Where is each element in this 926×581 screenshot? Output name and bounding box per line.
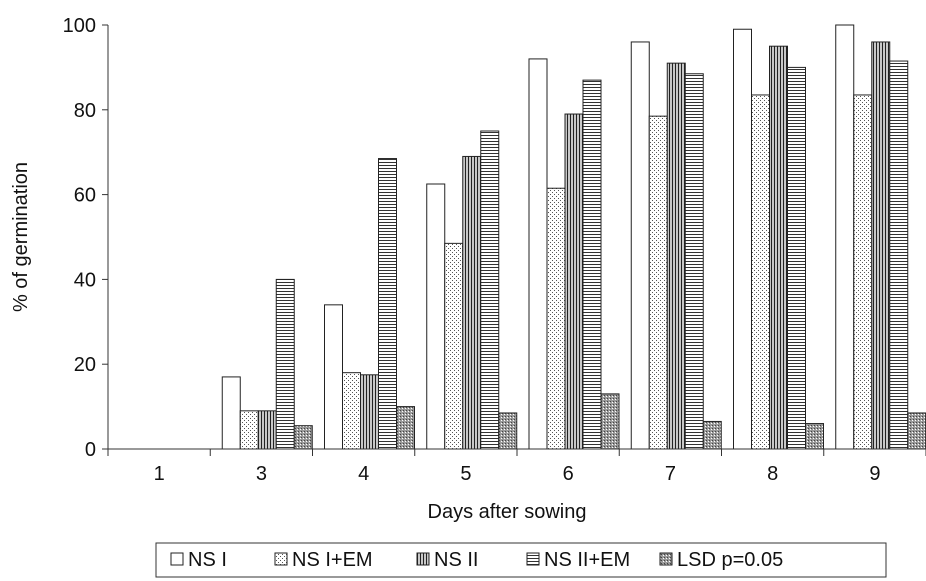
bar	[630, 41, 650, 450]
bar	[293, 425, 313, 450]
legend-swatch	[416, 552, 430, 566]
bar	[275, 278, 295, 450]
bar	[582, 79, 602, 450]
bar	[528, 58, 548, 450]
x-tick-label: 4	[358, 463, 369, 485]
bar	[889, 60, 909, 450]
bar	[871, 41, 891, 450]
y-tick-label: 40	[74, 269, 96, 291]
bar	[378, 158, 397, 450]
bar	[342, 372, 361, 450]
bar	[853, 94, 873, 450]
legend-label: NS II	[434, 549, 478, 571]
y-tick-label: 0	[85, 439, 96, 461]
bar	[257, 410, 277, 450]
y-tick-label: 100	[63, 15, 96, 37]
y-axis-title: % of germination	[10, 162, 32, 312]
bar	[787, 66, 806, 450]
x-tick-label: 5	[460, 463, 471, 485]
legend-label: NS I+EM	[292, 549, 373, 571]
bar	[324, 304, 343, 450]
x-axis: 1 3 4 5 6 7 8 9	[107, 448, 926, 485]
x-tick-label: 6	[563, 463, 574, 485]
legend-label: NS II+EM	[544, 549, 630, 571]
y-axis: 0 20 40 60 80 100	[63, 15, 109, 461]
bar	[684, 73, 704, 450]
legend-swatch	[659, 552, 673, 566]
bar	[805, 423, 824, 450]
bar	[666, 62, 686, 450]
y-tick-label: 60	[74, 185, 96, 207]
legend-label: NS I	[188, 549, 227, 571]
bar	[480, 130, 500, 450]
bar	[462, 155, 482, 450]
bar	[426, 183, 446, 450]
x-tick-label: 8	[767, 463, 778, 485]
legend: NS I NS I+EM NS II NS II+EM LSD p=0.05	[170, 549, 783, 571]
bar	[835, 24, 855, 450]
x-tick-label: 3	[256, 463, 267, 485]
bar	[546, 187, 566, 450]
y-tick-label: 20	[74, 354, 96, 376]
bar	[733, 28, 752, 450]
x-tick-label: 1	[154, 463, 165, 485]
legend-swatch	[170, 552, 184, 566]
bar	[239, 410, 259, 450]
bar	[907, 412, 926, 450]
x-axis-title: Days after sowing	[428, 501, 587, 523]
legend-swatch	[526, 552, 540, 566]
bar	[221, 376, 241, 450]
bar	[648, 115, 668, 450]
legend-label: LSD p=0.05	[677, 549, 783, 571]
bar	[600, 393, 620, 450]
bar	[751, 94, 770, 450]
x-tick-label: 7	[665, 463, 676, 485]
bar	[564, 113, 584, 450]
bar	[769, 45, 788, 450]
bar	[702, 420, 722, 450]
y-tick-label: 80	[74, 100, 96, 122]
bar	[444, 242, 464, 450]
x-tick-label: 9	[869, 463, 880, 485]
bar	[498, 412, 518, 450]
legend-swatch	[274, 552, 288, 566]
bar	[396, 406, 415, 450]
bars-group	[221, 24, 926, 450]
bar	[360, 374, 379, 450]
